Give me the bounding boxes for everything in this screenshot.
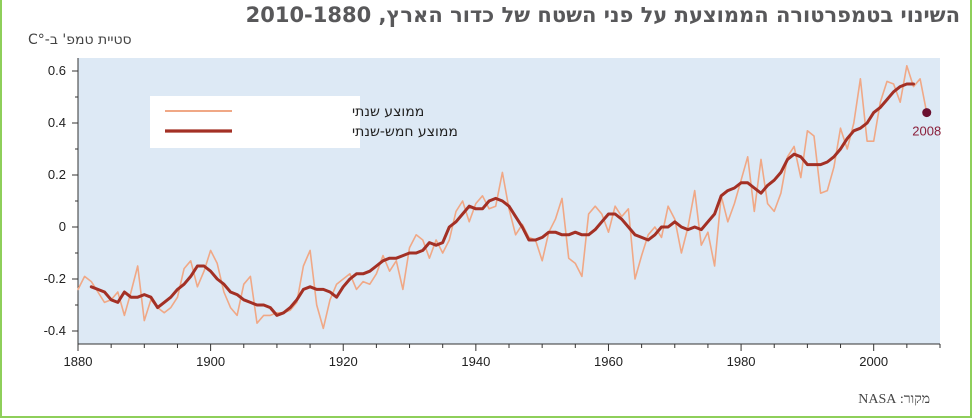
point-2008-marker [922,108,932,118]
source-note: מקור: NASA [858,392,930,407]
x-tick-label: 1960 [594,354,623,369]
legend-label-annual: ממוצע שנתי [352,104,424,120]
x-tick-label: 1880 [64,354,93,369]
y-tick-label: 0.6 [48,63,66,78]
chart-legend: ממוצע שנתי ממוצע חמש-שנתי [150,96,458,148]
legend-box [150,96,360,148]
chart-title: השינוי בטמפרטורה הממוצעת על פני השטח של … [245,3,960,27]
x-tick-label: 2000 [859,354,888,369]
y-tick-label: 0.2 [48,167,66,182]
y-tick-label: -0.2 [44,271,66,286]
y-tick-label: 0 [59,219,66,234]
x-tick-label: 1920 [329,354,358,369]
legend-label-five-year: ממוצע חמש-שנתי [352,124,458,140]
y-tick-label: -0.4 [44,323,66,338]
y-axis-label: סטיית טמפ' ב-°C [28,32,132,48]
point-2008-label: 2008 [912,124,941,139]
x-tick-label: 1900 [196,354,225,369]
x-tick-label: 1980 [727,354,756,369]
x-tick-label: 1940 [461,354,490,369]
y-tick-label: 0.4 [48,115,66,130]
annual-mean-line [77,65,928,330]
five-year-mean-line [89,82,915,317]
